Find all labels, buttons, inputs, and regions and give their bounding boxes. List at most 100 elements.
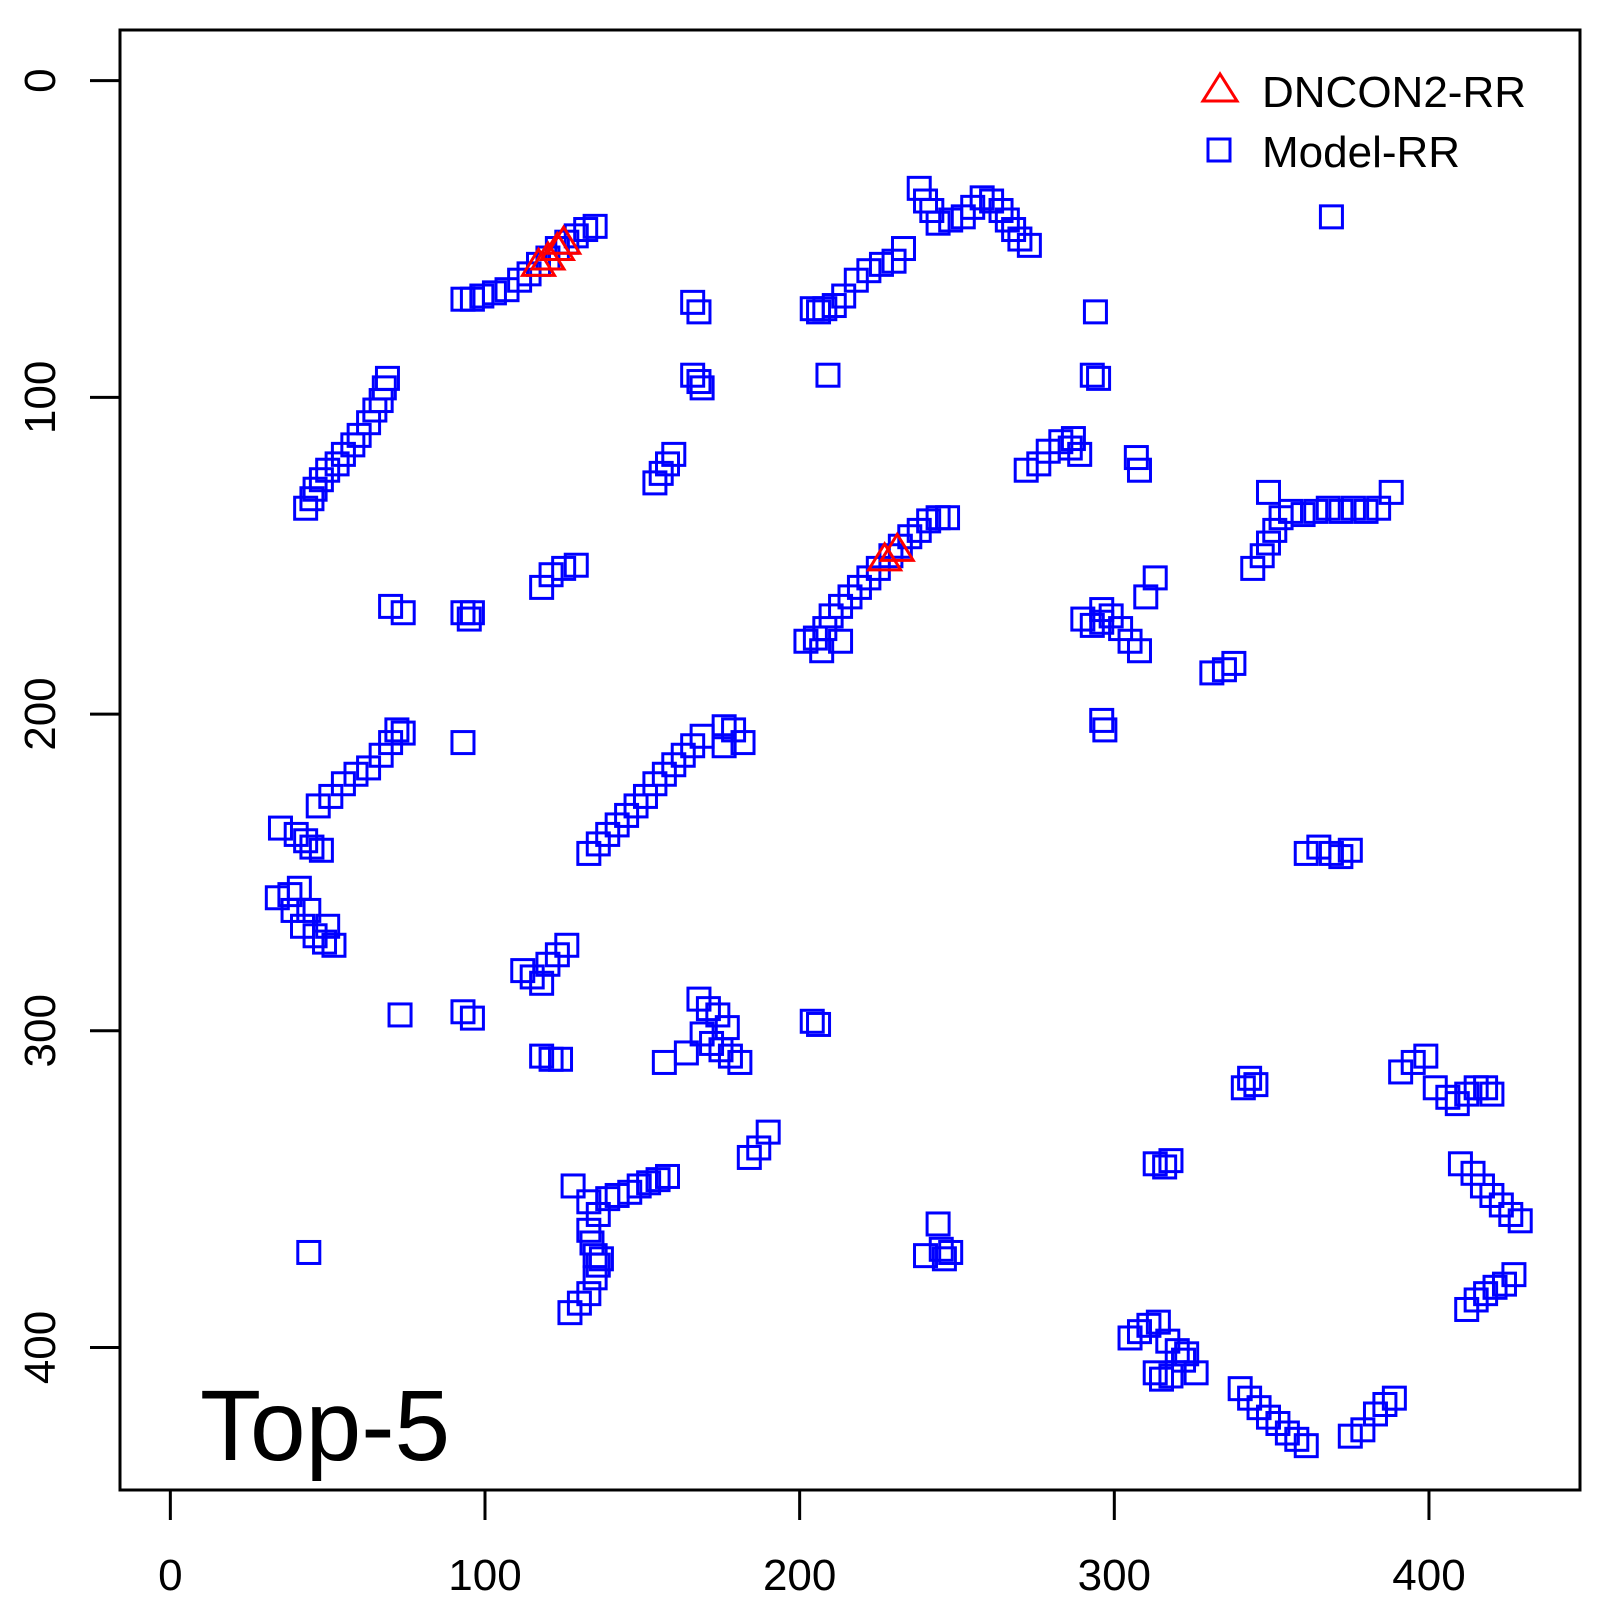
model-rr-point [856, 258, 882, 284]
model-rr-point [925, 210, 951, 236]
model-rr-point [828, 628, 854, 654]
model-rr-point [1086, 365, 1112, 391]
model-rr-point [831, 283, 857, 309]
model-rr-point [916, 508, 942, 534]
model-rr-point [695, 996, 721, 1022]
model-rr-point [387, 1002, 413, 1028]
model-rr-point [868, 251, 894, 277]
model-rr-point [283, 821, 309, 847]
model-rr-point [645, 1167, 671, 1193]
model-rr-point [315, 457, 341, 483]
model-rr-point [1145, 1309, 1171, 1335]
model-rr-point [1048, 429, 1074, 455]
model-rr-point [799, 1008, 825, 1034]
model-rr-point [280, 897, 306, 923]
model-rr-point [1318, 840, 1344, 866]
model-rr-point [1098, 603, 1124, 629]
model-rr-point [267, 815, 293, 841]
model-rr-point [1284, 1426, 1310, 1452]
model-rr-point [1243, 1072, 1269, 1098]
model-rr-point [1262, 517, 1288, 543]
y-tick-label: 400 [16, 1311, 65, 1384]
dncon2-rr-point [544, 224, 583, 255]
model-rr-point [1089, 609, 1115, 635]
model-rr-point [812, 296, 838, 322]
x-tick-label: 100 [448, 1551, 521, 1600]
model-rr-point [312, 929, 338, 955]
model-rr-point [686, 369, 712, 395]
model-rr-point [1126, 638, 1152, 664]
model-rr-point [296, 1239, 322, 1265]
legend-label-dncon2-rr: DNCON2-RR [1262, 68, 1526, 117]
model-rr-point [368, 742, 394, 768]
model-rr-point [529, 1043, 555, 1069]
model-rr-point [582, 1265, 608, 1291]
model-rr-point [296, 897, 322, 923]
model-rr-point [277, 882, 303, 908]
model-rr-point [721, 717, 747, 743]
model-rr-point [730, 730, 756, 756]
model-rr-point [588, 1246, 614, 1272]
model-rr-point [507, 267, 533, 293]
model-rr-point [585, 1201, 611, 1227]
model-rr-point [519, 964, 545, 990]
model-rr-point [686, 299, 712, 325]
model-rr-point [1372, 1391, 1398, 1417]
model-rr-point [1092, 717, 1118, 743]
model-rr-point [717, 1043, 743, 1069]
model-rr-point [529, 574, 555, 600]
model-rr-point [390, 600, 416, 626]
dncon2-rr-point [529, 240, 567, 271]
model-rr-point [1255, 479, 1281, 505]
model-rr-point [881, 248, 907, 274]
model-rr-point [1498, 1201, 1524, 1227]
dncon2-rr-point [865, 541, 904, 572]
dncon2-rr-point [519, 246, 558, 277]
model-rr-point [1366, 495, 1392, 521]
model-rr-point [560, 1173, 586, 1199]
model-rr-point [1016, 232, 1042, 258]
model-rr-point [1337, 1423, 1363, 1449]
model-rr-point [1123, 445, 1149, 471]
model-rr-point [1026, 451, 1052, 477]
model-rr-point [626, 1173, 652, 1199]
model-rr-point [1174, 1341, 1200, 1367]
model-rr-point [815, 362, 841, 388]
model-rr-point [1211, 657, 1237, 683]
x-tick-label: 0 [158, 1551, 182, 1600]
model-rr-point [1290, 502, 1316, 528]
model-rr-point [1413, 1043, 1439, 1069]
model-rr-point [1293, 1433, 1319, 1459]
model-rr-point [938, 207, 964, 233]
model-rr-point [1278, 498, 1304, 524]
model-rr-point [299, 834, 325, 860]
model-rr-point [1067, 441, 1093, 467]
model-rr-point [699, 1030, 725, 1056]
legend: DNCON2-RR Model-RR [1200, 68, 1526, 177]
model-rr-point [1340, 495, 1366, 521]
model-rr-point [1454, 1081, 1480, 1107]
model-rr-point [708, 1037, 734, 1063]
model-rr-point [1133, 584, 1159, 610]
model-rr-point [1293, 840, 1319, 866]
model-rr-point [1381, 1385, 1407, 1411]
model-rr-point [1328, 498, 1354, 524]
x-tick-label: 200 [763, 1551, 836, 1600]
model-rr-point [450, 999, 476, 1025]
model-rr-point [1152, 1154, 1178, 1180]
model-rr-point [459, 1005, 485, 1031]
model-rr-point [551, 555, 577, 581]
model-rr-point [727, 1049, 753, 1075]
model-rr-point [1353, 498, 1379, 524]
model-rr-point [935, 505, 961, 531]
model-rr-point [746, 1135, 772, 1161]
points-layer [264, 175, 1533, 1459]
model-rr-point [680, 362, 706, 388]
model-rr-point [1108, 616, 1134, 642]
model-rr-point [651, 1049, 677, 1075]
panel-label: Top-5 [200, 1370, 450, 1482]
model-rr-point [469, 283, 495, 309]
model-rr-point [1142, 565, 1168, 591]
y-tick-label: 0 [16, 68, 65, 92]
